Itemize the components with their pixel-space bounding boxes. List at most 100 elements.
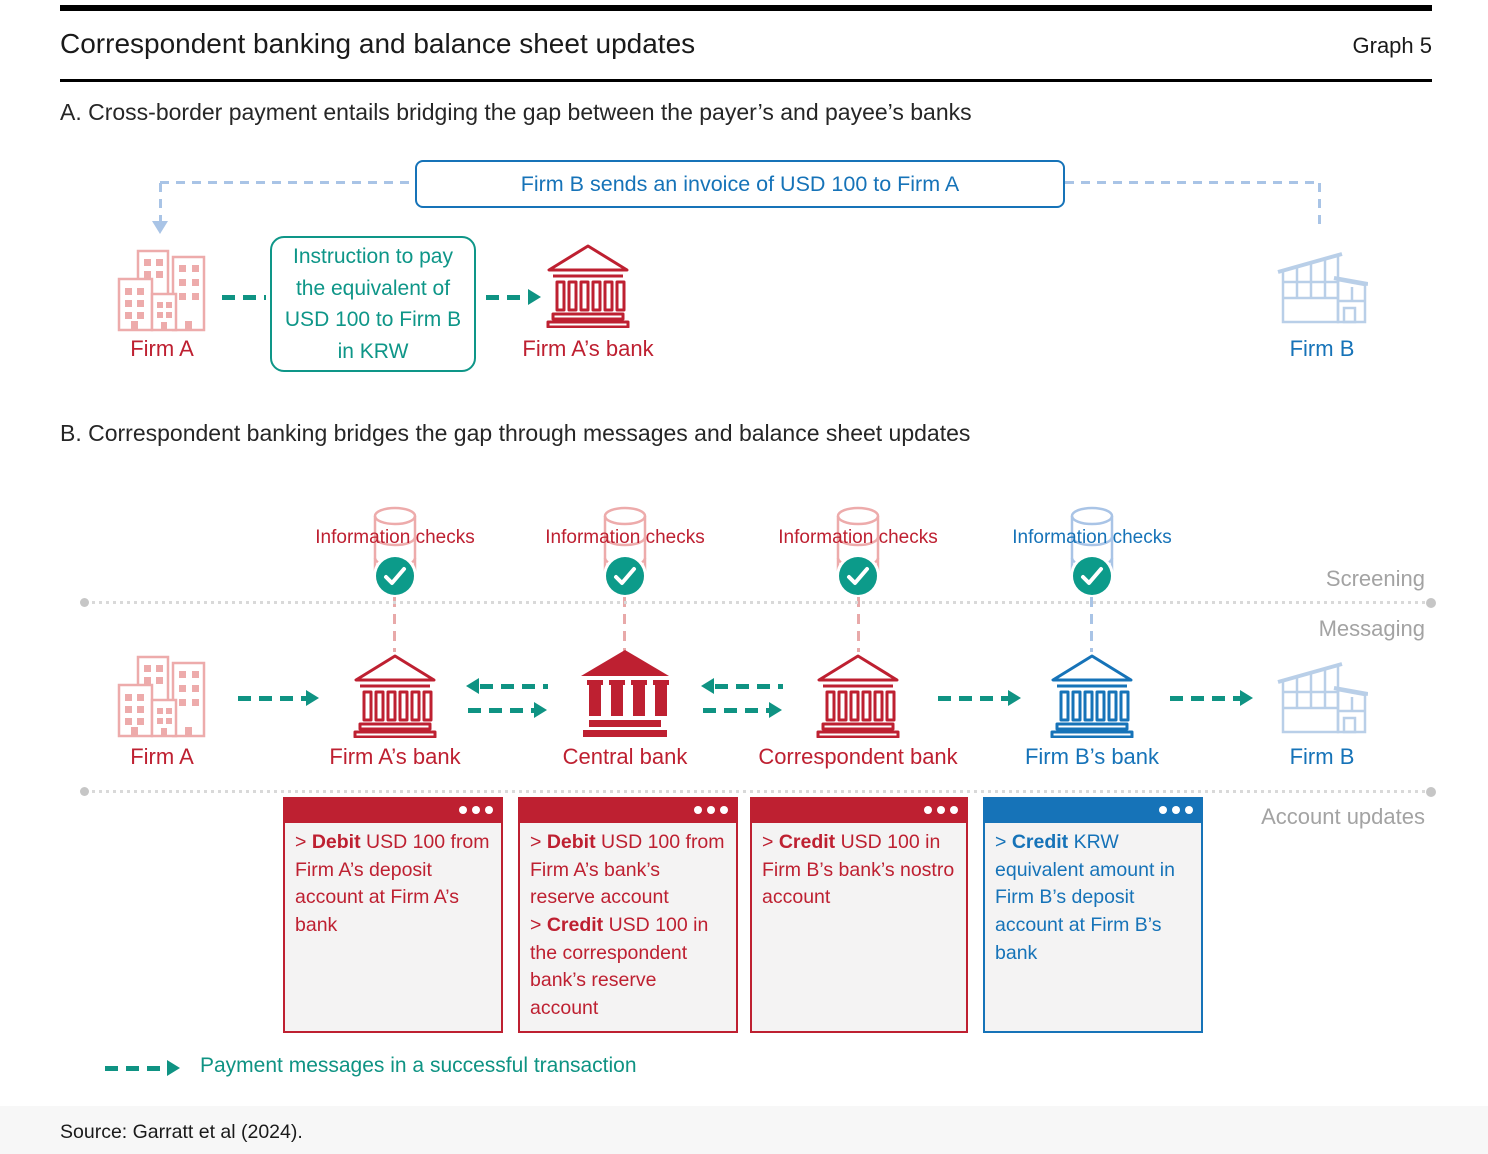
payment-dash-a2 — [486, 295, 528, 300]
payment-arrow-a2-icon — [528, 289, 541, 305]
account-updates-lane-label: Account updates — [1261, 804, 1425, 829]
firm-a-bank-icon — [544, 242, 632, 329]
payment-arrow-b1-icon — [306, 690, 319, 706]
firm-a-bank-label: Firm A’s bank — [522, 336, 654, 361]
check-connector-1 — [393, 597, 396, 652]
window-dot-icon — [924, 806, 932, 814]
invoice-connector-left — [160, 181, 415, 184]
account-box-header — [518, 797, 738, 823]
firm-b-label: Firm B — [1289, 336, 1355, 361]
footer-band — [0, 1106, 1488, 1154]
account-entry: > Debit USD 100 from Firm A’s deposit ac… — [295, 831, 490, 937]
check-connector-4 — [1090, 597, 1093, 652]
account-box-header — [283, 797, 503, 823]
screening-lane-line — [85, 601, 1430, 604]
entity-label-firm-b: Firm B — [1289, 744, 1355, 769]
invoice-connector-right — [1065, 181, 1320, 184]
payment-dash-b3-top — [715, 684, 783, 689]
payment-dash-b4 — [938, 696, 1008, 701]
lane-end-dot — [1426, 598, 1436, 608]
instruction-note-box: Instruction to pay the equivalent of USD… — [270, 236, 476, 372]
information-checks-label-1: Information checks — [315, 527, 475, 548]
legend-arrow-icon — [167, 1060, 180, 1076]
top-rule — [60, 5, 1432, 11]
account-box-correspondent-bank: > Credit USD 100 in Firm B’s bank’s nost… — [750, 823, 968, 1033]
account-box-firm-b-bank: > Credit KRW equivalent amount in Firm B… — [983, 823, 1203, 1033]
entity-label-firm-a-bank: Firm A’s bank — [329, 744, 461, 769]
firm-b-bank-icon — [1048, 652, 1136, 739]
window-dot-icon — [694, 806, 702, 814]
window-dot-icon — [720, 806, 728, 814]
entity-label-firm-a: Firm A — [130, 744, 194, 769]
invoice-note-text: Firm B sends an invoice of USD 100 to Fi… — [520, 171, 960, 196]
firm-a-bank-icon — [351, 652, 439, 739]
invoice-connector-left-drop — [159, 183, 162, 221]
payment-dash-b3-bottom — [703, 708, 769, 713]
title-rule — [60, 79, 1432, 82]
payment-arrow-b3-left-icon — [701, 678, 714, 694]
instruction-note-text: Instruction to pay the equivalent of USD… — [284, 245, 462, 363]
window-dot-icon — [459, 806, 467, 814]
window-dot-icon — [472, 806, 480, 814]
window-dot-icon — [1172, 806, 1180, 814]
payment-arrow-b3-right-icon — [769, 702, 782, 718]
window-dot-icon — [950, 806, 958, 814]
correspondent-bank-icon — [814, 652, 902, 739]
firm-a-label: Firm A — [130, 336, 194, 361]
account-entry: > Debit USD 100 from Firm A’s bank’s res… — [530, 831, 725, 909]
information-checks-label-2: Information checks — [545, 527, 705, 548]
legend-label: Payment messages in a successful transac… — [200, 1054, 637, 1077]
invoice-arrow-down-icon — [152, 221, 168, 234]
panel-a-heading: A. Cross-border payment entails bridging… — [60, 99, 972, 125]
payment-arrow-b5-icon — [1240, 690, 1253, 706]
window-dot-icon — [1185, 806, 1193, 814]
firm-a-buildings-icon — [116, 248, 208, 332]
payment-arrow-b2-left-icon — [466, 678, 479, 694]
lane-end-dot — [80, 787, 89, 796]
lane-end-dot — [80, 598, 89, 607]
account-box-central-bank: > Debit USD 100 from Firm A’s bank’s res… — [518, 823, 738, 1033]
information-checks-label-4: Information checks — [1012, 527, 1172, 548]
account-box-firm-a-bank: > Debit USD 100 from Firm A’s deposit ac… — [283, 823, 503, 1033]
entity-label-central-bank: Central bank — [562, 744, 688, 769]
check-circle-icon-1 — [376, 557, 414, 595]
invoice-note-box: Firm B sends an invoice of USD 100 to Fi… — [415, 160, 1065, 208]
graph-number-label: Graph 5 — [1352, 33, 1433, 58]
source-note: Source: Garratt et al (2024). — [60, 1121, 303, 1143]
payment-dash-b2-bottom — [468, 708, 534, 713]
account-entry: > Credit USD 100 in the correspondent ba… — [530, 914, 709, 1020]
check-connector-2 — [623, 597, 626, 652]
central-bank-icon — [577, 648, 673, 738]
account-box-header — [983, 797, 1203, 823]
lane-end-dot — [1426, 787, 1436, 797]
information-checks-label-3: Information checks — [778, 527, 938, 548]
account-updates-lane-line — [85, 790, 1430, 793]
window-dot-icon — [707, 806, 715, 814]
panel-b-heading: B. Correspondent banking bridges the gap… — [60, 420, 971, 446]
payment-dash-a1 — [222, 295, 266, 300]
legend-dash — [105, 1066, 167, 1071]
window-dot-icon — [1159, 806, 1167, 814]
payment-dash-b5 — [1170, 696, 1240, 701]
account-box-header — [750, 797, 968, 823]
window-dot-icon — [937, 806, 945, 814]
check-circle-icon-2 — [606, 557, 644, 595]
messaging-lane-label: Messaging — [1318, 616, 1425, 641]
account-entry: > Credit USD 100 in Firm B’s bank’s nost… — [762, 831, 955, 909]
account-entry: > Credit KRW equivalent amount in Firm B… — [995, 831, 1175, 964]
screening-lane-label: Screening — [1325, 566, 1425, 591]
check-circle-icon-4 — [1073, 557, 1111, 595]
payment-arrow-b4-icon — [1008, 690, 1021, 706]
payment-dash-b2-top — [480, 684, 548, 689]
window-dot-icon — [485, 806, 493, 814]
entity-label-firm-b-bank: Firm B’s bank — [1024, 744, 1160, 769]
firm-a-buildings-icon — [116, 654, 208, 738]
check-circle-icon-3 — [839, 557, 877, 595]
database-icon — [372, 506, 418, 590]
figure-title: Correspondent banking and balance sheet … — [60, 28, 696, 59]
firm-b-building-icon — [1276, 654, 1369, 738]
payment-arrow-b2-right-icon — [534, 702, 547, 718]
payment-dash-b1 — [238, 696, 306, 701]
invoice-connector-right-drop — [1318, 183, 1321, 228]
